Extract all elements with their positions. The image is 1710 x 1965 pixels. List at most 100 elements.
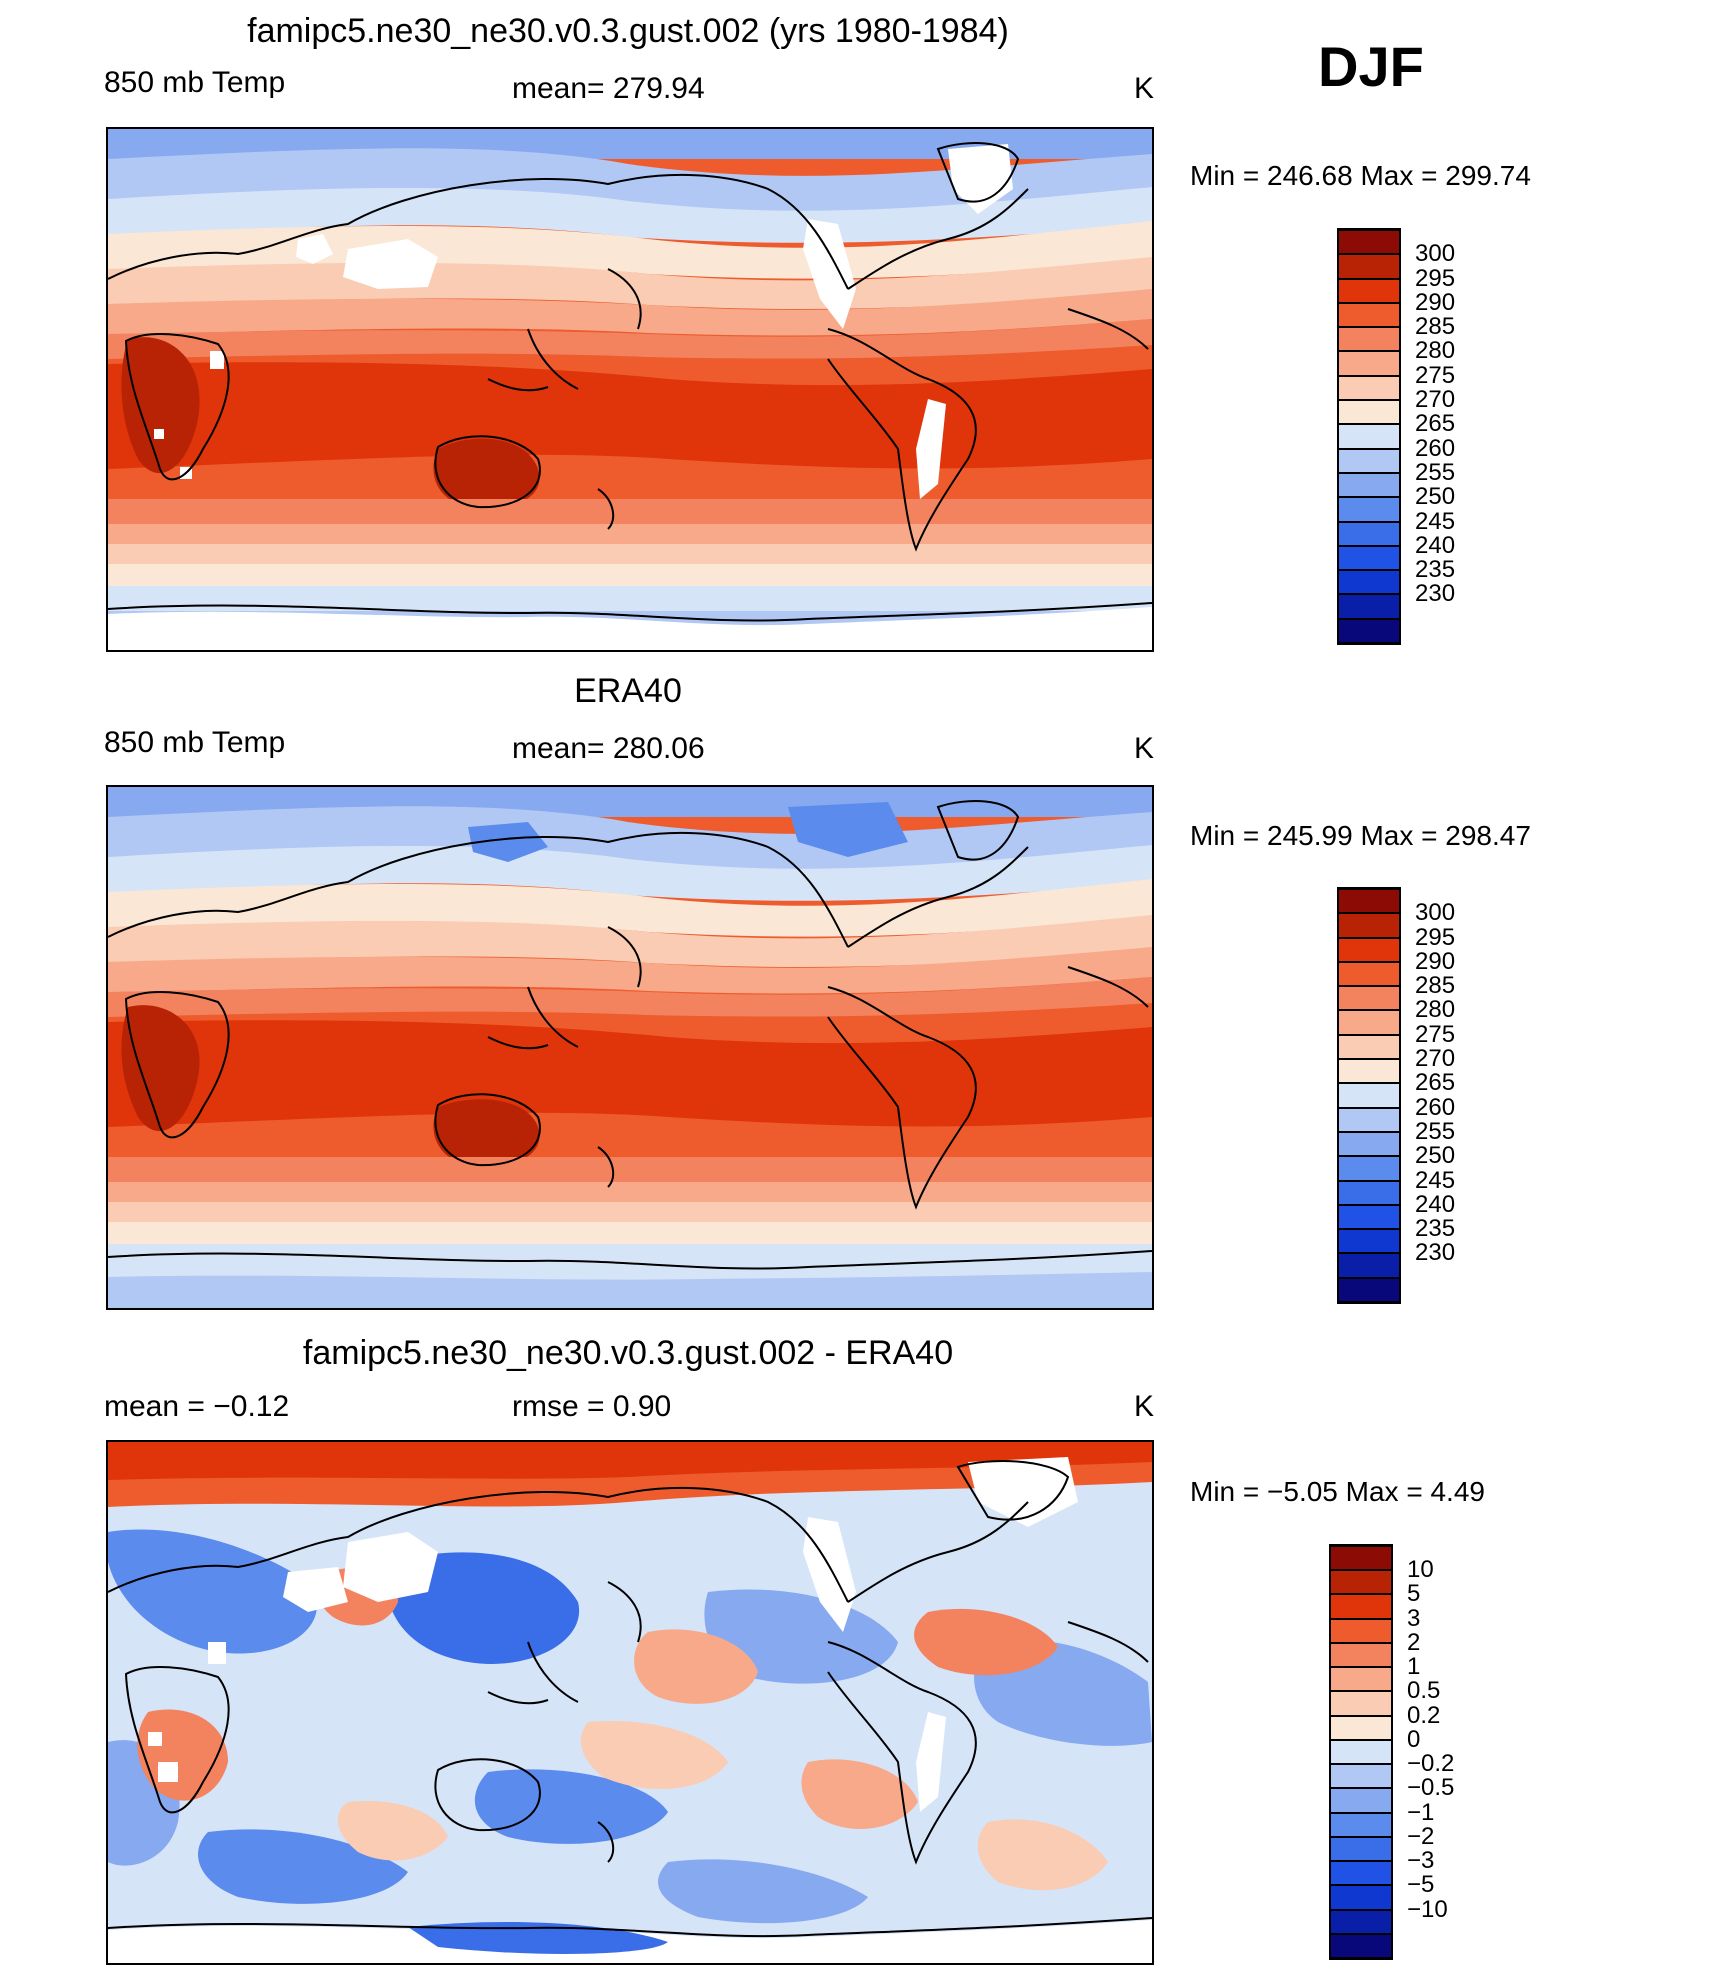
- colorbar-tick-label: 230: [1415, 580, 1456, 608]
- panel1-title: famipc5.ne30_ne30.v0.3.gust.002 (yrs 198…: [247, 12, 1009, 50]
- colorbar-tick-label: 265: [1415, 410, 1456, 438]
- panel3-map: [106, 1440, 1154, 1965]
- colorbar-tick-label: 300: [1415, 899, 1456, 927]
- colorbar-tick-label: 280: [1415, 337, 1456, 365]
- colorbar-swatch: [1339, 1034, 1399, 1060]
- colorbar-swatch: [1339, 497, 1399, 522]
- colorbar-tick-label: 0.5: [1407, 1677, 1441, 1705]
- colorbar-tick-label: 250: [1415, 483, 1456, 511]
- colorbar-swatch: [1331, 1594, 1391, 1619]
- colorbar-swatch: [1339, 375, 1399, 401]
- colorbar-tick-label: 10: [1407, 1556, 1434, 1584]
- colorbar-swatch: [1331, 1788, 1391, 1813]
- colorbar-tick-label: 235: [1415, 556, 1456, 584]
- colorbar-swatch: [1331, 1546, 1391, 1571]
- panel2-map: [106, 785, 1154, 1310]
- colorbar-tick-label: −5: [1407, 1871, 1435, 1899]
- colorbar-swatch: [1339, 1059, 1399, 1084]
- colorbar-swatch: [1331, 1667, 1391, 1692]
- colorbar-tick-label: 255: [1415, 458, 1456, 486]
- panel3-rmse-label: rmse = 0.90: [512, 1390, 672, 1423]
- colorbar-swatch: [1331, 1812, 1391, 1837]
- colorbar-swatch: [1331, 1691, 1391, 1716]
- colorbar-tick-label: 285: [1415, 972, 1456, 1000]
- colorbar-tick-label: 290: [1415, 947, 1456, 975]
- colorbar-tick-label: 1: [1407, 1653, 1421, 1681]
- colorbar-tick-label: −1: [1407, 1798, 1435, 1826]
- colorbar-swatch: [1331, 1933, 1391, 1958]
- colorbar-swatch: [1331, 1836, 1391, 1862]
- colorbar-tick-label: −2: [1407, 1822, 1435, 1850]
- colorbar-swatch: [1339, 1180, 1399, 1205]
- colorbar-tick-label: 235: [1415, 1215, 1456, 1243]
- colorbar-swatch: [1339, 986, 1399, 1011]
- colorbar-tick-label: 0: [1407, 1725, 1421, 1753]
- panel1-map: [106, 127, 1154, 652]
- colorbar-tick-label: 260: [1415, 434, 1456, 462]
- colorbar-tick-label: 285: [1415, 313, 1456, 341]
- panel3-colorbar: 10 5 3 2 1 0.5 0.2 0 −0.2 −0.5 −1 −2 −3 −5 −10: [1329, 1544, 1454, 1960]
- colorbar-tick-label: 5: [1407, 1580, 1421, 1608]
- season-label: DJF: [1318, 35, 1424, 98]
- panel2-variable-label: 850 mb Temp: [104, 726, 286, 759]
- colorbar-swatch: [1339, 1156, 1399, 1181]
- colorbar-tick-label: 245: [1415, 507, 1456, 535]
- colorbar-swatch: [1339, 1083, 1399, 1108]
- colorbar-swatch: [1339, 1204, 1399, 1230]
- colorbar-swatch: [1339, 1277, 1399, 1302]
- colorbar-tick-label: 275: [1415, 361, 1456, 389]
- colorbar-tick-label: 290: [1415, 288, 1456, 316]
- colorbar-swatch: [1339, 400, 1399, 425]
- colorbar-swatch: [1331, 1715, 1391, 1740]
- panel1-colorbar: 300 295 290 285 280 275 270 265 260 255 250 245 240 2…: [1337, 228, 1455, 645]
- colorbar-swatch: [1331, 1885, 1391, 1910]
- colorbar-tick-label: 240: [1415, 1190, 1456, 1218]
- panel2-mean-label: mean= 280.06: [512, 732, 705, 765]
- panel3-mean-label: mean = −0.12: [104, 1390, 290, 1423]
- colorbar-tick-label: 240: [1415, 531, 1456, 559]
- panel1-variable-label: 850 mb Temp: [104, 66, 286, 99]
- colorbar-swatch: [1339, 424, 1399, 449]
- colorbar-tick-label: −0.5: [1407, 1774, 1455, 1802]
- colorbar-swatch: [1339, 351, 1399, 376]
- panel1-units-label: K: [1134, 72, 1155, 105]
- colorbar-tick-label: 270: [1415, 386, 1456, 414]
- colorbar-tick-label: 295: [1415, 923, 1456, 951]
- panel2-title: ERA40: [574, 672, 682, 710]
- colorbar-tick-label: −3: [1407, 1847, 1435, 1875]
- panel1-mean-label: mean= 279.94: [512, 72, 705, 105]
- colorbar-swatch: [1339, 254, 1399, 279]
- panel3-title: famipc5.ne30_ne30.v0.3.gust.002 - ERA40: [302, 1334, 954, 1372]
- colorbar-swatch: [1331, 1570, 1391, 1595]
- colorbar-swatch: [1339, 1010, 1399, 1035]
- colorbar-swatch: [1339, 1107, 1399, 1132]
- colorbar-tick-label: 280: [1415, 996, 1456, 1024]
- colorbar-swatch: [1339, 472, 1399, 498]
- colorbar-tick-label: 2: [1407, 1628, 1421, 1656]
- colorbar-swatch: [1339, 594, 1399, 619]
- colorbar-swatch: [1339, 327, 1399, 352]
- colorbar-swatch: [1339, 1131, 1399, 1157]
- colorbar-tick-label: 245: [1415, 1166, 1456, 1194]
- colorbar-swatch: [1331, 1618, 1391, 1643]
- panel3-minmax: Min = −5.05 Max = 4.49: [1190, 1476, 1485, 1507]
- colorbar-tick-label: 0.2: [1407, 1701, 1441, 1729]
- colorbar-tick-label: −10: [1407, 1895, 1448, 1923]
- colorbar-swatch: [1339, 961, 1399, 987]
- panel2-colorbar: 300 295 290 285 280 275 270 265 260 255 250 245 240 2…: [1337, 887, 1455, 1304]
- panel1-minmax: Min = 246.68 Max = 299.74: [1190, 160, 1531, 191]
- panel2-minmax: Min = 245.99 Max = 298.47: [1190, 820, 1531, 851]
- colorbar-tick-label: 270: [1415, 1045, 1456, 1073]
- colorbar-swatch: [1339, 521, 1399, 546]
- colorbar-swatch: [1331, 1909, 1391, 1934]
- colorbar-swatch: [1331, 1764, 1391, 1789]
- panel3-units-label: K: [1134, 1390, 1155, 1423]
- colorbar-swatch: [1339, 889, 1399, 914]
- colorbar-tick-label: 275: [1415, 1020, 1456, 1048]
- colorbar-swatch: [1339, 913, 1399, 938]
- colorbar-tick-label: 230: [1415, 1239, 1456, 1267]
- colorbar-swatch: [1331, 1739, 1391, 1765]
- colorbar-swatch: [1339, 937, 1399, 962]
- colorbar-swatch: [1339, 302, 1399, 328]
- colorbar-tick-label: 260: [1415, 1093, 1456, 1121]
